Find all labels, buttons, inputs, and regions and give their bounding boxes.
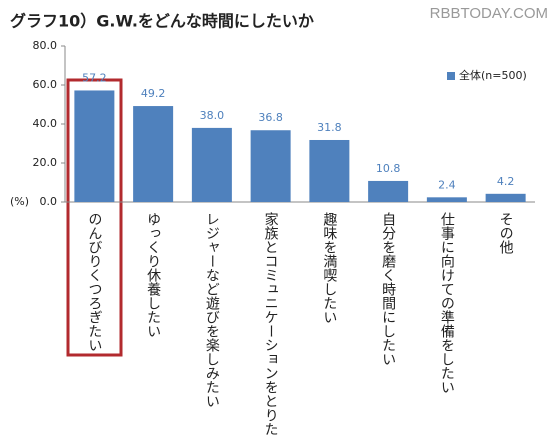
bar <box>368 180 409 202</box>
y-axis-unit: (%) <box>10 195 29 208</box>
x-tick-label: 趣味を満喫したい <box>321 212 337 324</box>
y-tick-label: 80.0 <box>33 39 58 52</box>
bar <box>485 193 526 202</box>
bar <box>133 106 174 202</box>
value-label: 38.0 <box>200 109 225 122</box>
legend-swatch <box>447 72 455 80</box>
x-tick-label: 自分を磨く時間にしたい <box>380 212 396 366</box>
bar <box>250 130 291 202</box>
y-tick-label: 20.0 <box>33 156 58 169</box>
bar <box>74 90 115 202</box>
bar <box>191 127 232 202</box>
y-tick-label: 0.0 <box>40 195 58 208</box>
x-tick-label: レジャーなど遊びを楽しみたい <box>204 212 220 408</box>
value-label: 31.8 <box>317 121 342 134</box>
value-label: 4.2 <box>497 175 515 188</box>
value-label: 10.8 <box>376 162 401 175</box>
y-tick-label: 40.0 <box>33 117 58 130</box>
value-label: 57.2 <box>82 71 107 84</box>
highlight-box <box>66 78 123 357</box>
bar <box>309 139 350 202</box>
chart-title: グラフ10）G.W.をどんな時間にしたいか <box>10 12 314 31</box>
x-tick-label: 家族とコミュニケーションをとりたい <box>263 211 279 435</box>
x-tick-label: ゆっくり休養したい <box>145 212 161 338</box>
y-tick-label: 60.0 <box>33 78 58 91</box>
x-tick-label: 仕事に向けての準備をしたい <box>439 212 455 394</box>
legend-label: 全体(n=500) <box>459 68 527 82</box>
value-label: 36.8 <box>258 111 283 124</box>
bar <box>426 197 467 202</box>
x-tick-label: のんびりくつろぎたい <box>86 212 102 352</box>
watermark: RBBTODAY.COM <box>430 5 548 22</box>
x-tick-label: その他 <box>498 212 514 255</box>
value-label: 2.4 <box>438 178 456 191</box>
value-label: 49.2 <box>141 87 166 100</box>
